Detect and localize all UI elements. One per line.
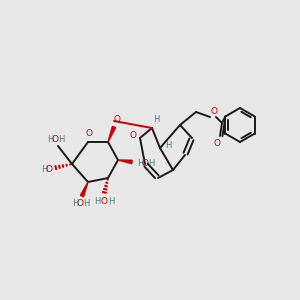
Text: H: H bbox=[108, 197, 114, 206]
Text: O: O bbox=[130, 131, 136, 140]
Polygon shape bbox=[118, 160, 132, 164]
Text: O: O bbox=[211, 107, 218, 116]
Text: O: O bbox=[100, 197, 107, 206]
Text: O: O bbox=[52, 134, 58, 143]
Text: H: H bbox=[148, 158, 154, 167]
Text: H: H bbox=[41, 164, 47, 173]
Text: H: H bbox=[94, 197, 100, 206]
Text: H: H bbox=[47, 134, 53, 143]
Text: H: H bbox=[137, 158, 143, 167]
Text: H: H bbox=[83, 200, 89, 208]
Text: H: H bbox=[72, 200, 78, 208]
Text: O: O bbox=[113, 116, 121, 124]
Polygon shape bbox=[108, 126, 116, 142]
Text: O: O bbox=[214, 139, 220, 148]
Polygon shape bbox=[80, 182, 88, 197]
Text: H: H bbox=[153, 116, 159, 124]
Text: O: O bbox=[76, 200, 83, 208]
Text: O: O bbox=[85, 128, 92, 137]
Text: O: O bbox=[46, 164, 52, 173]
Text: H: H bbox=[58, 134, 64, 143]
Text: O: O bbox=[142, 158, 148, 167]
Text: H: H bbox=[165, 140, 171, 149]
